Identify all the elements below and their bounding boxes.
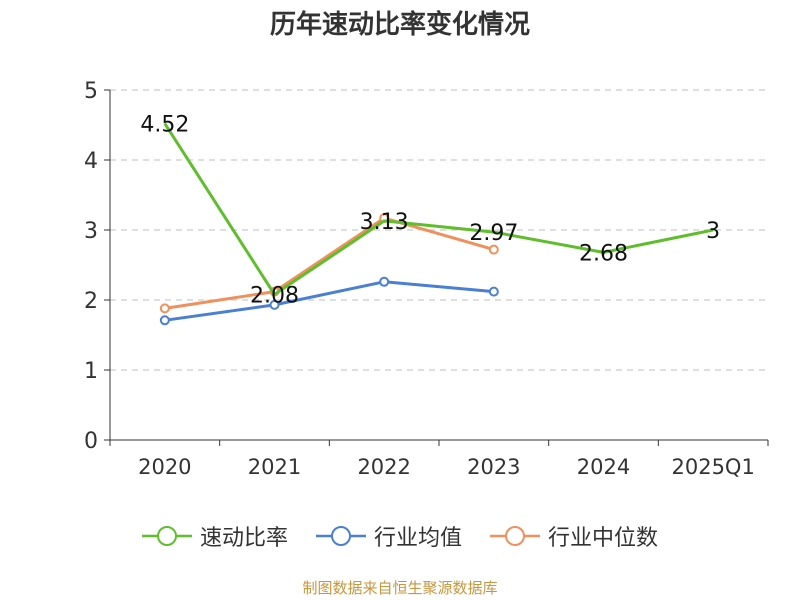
series-line-2: [164, 280, 494, 322]
data-label: 2.97: [469, 221, 518, 246]
y-tick-label: 1: [84, 359, 98, 384]
data-label: 3: [706, 219, 720, 244]
label-layer: 4.52 2.08 3.13 2.97 2.68 3: [140, 113, 720, 309]
x-tick-label: 2021: [248, 455, 301, 479]
data-point: [159, 303, 170, 314]
y-tick-label: 3: [84, 219, 98, 244]
legend-item-1[interactable]: 速动比率: [141, 520, 288, 552]
x-tick-label: 2020: [138, 455, 191, 479]
data-point: [488, 244, 499, 255]
legend-swatch-icon: [141, 526, 192, 546]
legend-marker: [156, 526, 177, 546]
legend-marker: [505, 526, 525, 546]
axis-layer: 0 1 2 3 4 5 2020 2021 2022 2023 2024 2025Q1: [84, 79, 769, 479]
data-label: 4.52: [140, 113, 189, 138]
series-line-3: [164, 216, 495, 310]
legend-label: 行业均值: [373, 526, 462, 551]
data-point: [269, 299, 280, 310]
source-note: 制图数据来自恒生聚源数据库: [302, 579, 498, 597]
x-tick-label: 2024: [577, 455, 630, 479]
legend: 速动比率 行业均值 行业中位数: [0, 516, 800, 556]
legend-label: 速动比率: [199, 526, 288, 551]
legend-label: 行业中位数: [548, 526, 659, 551]
data-label: 3.13: [360, 210, 409, 235]
y-tick-label: 5: [84, 79, 98, 104]
chart-title: 历年速动比率变化情况: [269, 10, 530, 40]
series-layer: [159, 122, 714, 326]
legend-swatch-icon: [490, 526, 540, 546]
y-tick-label: 0: [84, 429, 98, 454]
legend-item-2[interactable]: 行业均值: [315, 520, 462, 552]
x-tick-label: 2022: [357, 455, 410, 479]
legend-marker: [330, 526, 351, 546]
data-point: [159, 315, 170, 326]
x-tick-label: 2023: [467, 455, 520, 479]
legend-swatch-icon: [315, 526, 366, 546]
y-tick-label: 2: [84, 289, 98, 314]
data-label: 2.08: [250, 283, 299, 308]
data-label: 2.68: [579, 241, 628, 266]
x-tick-label: 2025Q1: [671, 455, 754, 479]
data-point: [379, 276, 390, 287]
y-tick-label: 4: [84, 149, 98, 174]
series-line-1: [163, 122, 714, 296]
legend-item-3[interactable]: 行业中位数: [490, 520, 658, 552]
data-point: [488, 286, 499, 297]
grid-layer: [110, 89, 768, 371]
